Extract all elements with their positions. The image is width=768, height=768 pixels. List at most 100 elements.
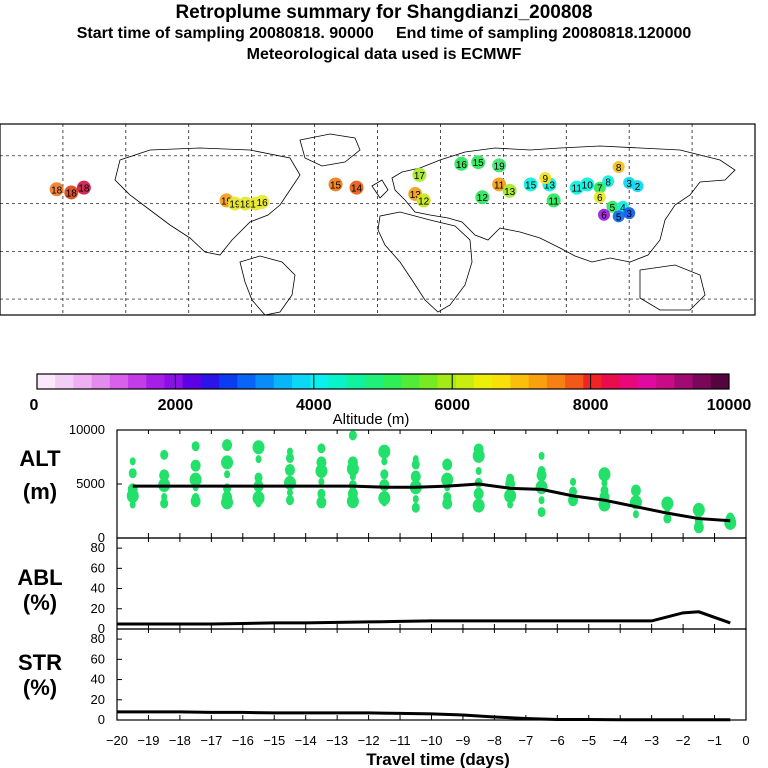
plume-marker bbox=[612, 160, 625, 173]
plume-marker-label: 16 bbox=[456, 160, 468, 171]
colorbar-cell bbox=[91, 374, 111, 389]
x-axis-label: Travel time (days) bbox=[366, 750, 510, 768]
alt-marker bbox=[316, 456, 327, 469]
colorbar-tick-label: 8000 bbox=[573, 397, 609, 414]
plume-marker-label: 18 bbox=[51, 185, 63, 196]
alt-marker bbox=[224, 470, 231, 479]
y-tick-label: 0 bbox=[98, 530, 105, 545]
plume-marker bbox=[606, 200, 619, 213]
colorbar-tick-label: 2000 bbox=[158, 397, 194, 414]
colorbar-tick-label: 10000 bbox=[707, 397, 752, 414]
plume-marker bbox=[539, 172, 552, 185]
plume-marker-label: 15 bbox=[525, 180, 537, 191]
y-tick-label: 0 bbox=[98, 621, 105, 636]
uk-outline bbox=[371, 179, 389, 199]
met-data-line: Meteorological data used is ECMWF bbox=[246, 46, 522, 63]
panel-ylabel: ALT bbox=[19, 446, 61, 471]
alt-marker bbox=[380, 469, 389, 480]
colorbar-cell bbox=[528, 374, 548, 389]
plume-marker bbox=[49, 182, 64, 197]
x-tick-label: −8 bbox=[487, 733, 502, 748]
alt-marker bbox=[663, 513, 672, 524]
plume-marker-label: 12 bbox=[477, 193, 489, 204]
alt-marker bbox=[254, 472, 263, 483]
plume-marker-label: 11 bbox=[548, 196, 559, 207]
colorbar-cell bbox=[601, 374, 621, 389]
x-tick-label: −5 bbox=[581, 733, 596, 748]
colorbar-cell bbox=[546, 374, 566, 389]
panel-frame bbox=[116, 628, 747, 721]
plume-marker-label: 3 bbox=[626, 179, 632, 190]
plume-marker bbox=[546, 193, 561, 208]
y-tick-label: 80 bbox=[91, 631, 105, 646]
panel-alt: 0 5000 10000 ALT (m) bbox=[19, 422, 747, 545]
plume-marker bbox=[454, 156, 469, 171]
alt-marker bbox=[347, 456, 358, 469]
colorbar-cell bbox=[710, 374, 730, 389]
plume-marker bbox=[76, 180, 91, 195]
alt-marker bbox=[381, 457, 388, 466]
colorbar-cell bbox=[674, 374, 693, 389]
colorbar-cell bbox=[565, 374, 584, 389]
alt-marker bbox=[537, 507, 546, 518]
plume-marker-label: 8 bbox=[616, 163, 622, 174]
plume-marker-label: 16 bbox=[257, 198, 269, 209]
y-tick-label: 60 bbox=[91, 651, 105, 666]
plume-marker bbox=[492, 177, 507, 192]
panel-ylabel: STR bbox=[18, 650, 62, 675]
alt-marker bbox=[442, 458, 453, 471]
plume-marker bbox=[255, 194, 270, 209]
alt-marker bbox=[161, 492, 168, 501]
x-tick-label: −10 bbox=[420, 733, 442, 748]
x-tick-label: −17 bbox=[200, 733, 222, 748]
panel-abl: 0 20 40 60 80 ABL(%) bbox=[17, 537, 747, 636]
alt-marker bbox=[504, 488, 517, 503]
eurasia-outline bbox=[391, 145, 736, 263]
plume-marker bbox=[64, 185, 79, 200]
alt-marker bbox=[538, 451, 545, 460]
south-america-outline bbox=[239, 255, 296, 316]
plume-marker-label: 15 bbox=[330, 180, 342, 191]
chart-title: Retroplume summary for Shangdianzi_20080… bbox=[175, 2, 593, 23]
panel-yunit: (%) bbox=[23, 590, 57, 615]
colorbar-cell bbox=[401, 374, 420, 389]
alt-marker bbox=[315, 464, 328, 479]
map-graticule bbox=[0, 124, 755, 315]
plume-marker-label: 4 bbox=[620, 203, 626, 214]
plume-marker bbox=[227, 196, 242, 211]
panel-frame bbox=[116, 537, 747, 630]
colorbar-cell bbox=[692, 374, 712, 389]
alt-marker bbox=[222, 490, 233, 503]
alt-marker bbox=[285, 453, 294, 464]
y-tick-label: 80 bbox=[91, 540, 105, 555]
plume-marker bbox=[238, 196, 253, 211]
colorbar-cell bbox=[437, 374, 457, 389]
colorbar-cell bbox=[583, 374, 602, 389]
x-tick-label: 0 bbox=[742, 733, 749, 748]
y-tick-label: 20 bbox=[91, 601, 105, 616]
alt-marker bbox=[411, 502, 420, 513]
chart-subtitle: Start time of sampling 20080818. 90000 E… bbox=[76, 25, 692, 42]
plume-marker-label: 12 bbox=[418, 196, 430, 207]
y-tick-label: 20 bbox=[91, 692, 105, 707]
alt-marker bbox=[285, 495, 294, 506]
alt-marker bbox=[506, 473, 515, 484]
colorbar-cell bbox=[510, 374, 530, 389]
abl-line bbox=[117, 610, 731, 626]
alt-marker bbox=[318, 477, 325, 486]
plume-marker bbox=[623, 207, 636, 220]
alt-marker bbox=[630, 484, 641, 497]
plume-marker bbox=[612, 210, 625, 223]
x-tick-label: −16 bbox=[232, 733, 254, 748]
plume-marker-label: 15 bbox=[473, 158, 485, 169]
colorbar-tick-label: 4000 bbox=[296, 397, 332, 414]
plume-marker bbox=[593, 191, 606, 204]
plume-marker bbox=[602, 175, 615, 188]
x-tick-label: −4 bbox=[613, 733, 628, 748]
x-tick-label: −7 bbox=[518, 733, 533, 748]
colorbar-cell bbox=[291, 374, 311, 389]
plume-marker-label: 10 bbox=[582, 180, 594, 191]
x-tick-label: −2 bbox=[676, 733, 691, 748]
plume-marker-label: 7 bbox=[597, 184, 603, 195]
plume-marker bbox=[412, 167, 427, 182]
